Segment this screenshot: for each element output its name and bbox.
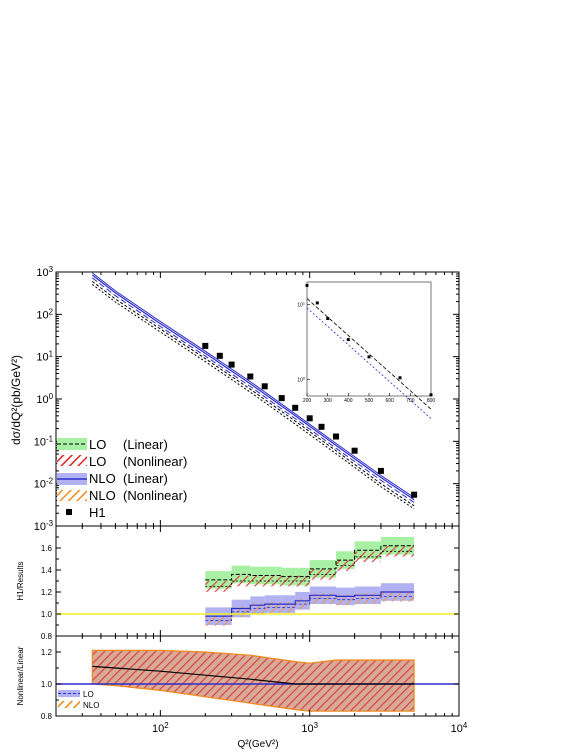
inset-h1-point-3 <box>346 338 350 342</box>
ratio-y-tick-label-3: 1.4 <box>41 566 53 575</box>
y-axis-label-main: dσ/dQ²(pb/GeV²) <box>9 355 23 445</box>
inset-x-tick-label-0: 200 <box>303 398 312 404</box>
nlo-linear-ratio-line <box>205 591 415 617</box>
h1-point-1 <box>216 352 223 359</box>
x-tick-label-0: 102 <box>152 721 169 735</box>
legend-note-lo-linear: (Linear) <box>123 437 168 452</box>
lo-nonlinear-ratio-line <box>205 550 415 587</box>
legend-label-h1: H1 <box>89 505 106 520</box>
nl-y-tick-label-0: 0.8 <box>41 712 53 721</box>
legend-swatch-nlo-nonlinear <box>57 490 87 501</box>
legend-swatch-nlo-linear <box>57 473 87 485</box>
lo-nonlinear-line <box>91 284 415 510</box>
nlo-nonlinear-band-1 <box>231 606 251 618</box>
nlo-nonlinear-band-2 <box>250 603 265 614</box>
legend-swatch-lo-bottom <box>58 690 80 697</box>
nonlinear-plot-frame <box>55 635 460 717</box>
h1-point-11 <box>377 467 384 474</box>
legend-label-lo-nonlinear: LO <box>89 454 106 469</box>
lo-nonlinear-band-5 <box>295 575 310 587</box>
inset-h1-point-2 <box>326 317 330 320</box>
main-y-tick-label-5: 102 <box>36 307 53 321</box>
ratio-y-tick-label-0: 0.8 <box>41 632 53 641</box>
inset-plot: 200 300 400 500 600 700 800 101 100 <box>297 281 436 419</box>
inset-y-tick-label-0: 101 <box>297 302 305 309</box>
h1-point-3 <box>247 373 254 380</box>
inset-y-tick-label-1: 100 <box>297 376 305 383</box>
legend-note-nlo-nonlinear: (Nonlinear) <box>123 488 187 503</box>
main-y-tick-label-1: 10-2 <box>34 477 53 491</box>
h1-point-10 <box>351 447 358 454</box>
ratio-y-tick-label-1: 1.0 <box>41 610 53 619</box>
nonlinear-legend: LO NLO <box>58 690 99 710</box>
nl-y-tick-label-1: 1.0 <box>41 680 53 689</box>
inset-x-tick-label-3: 500 <box>365 398 374 404</box>
main-y-tick-label-3: 100 <box>36 392 53 406</box>
ratio-y-tick-label-2: 1.2 <box>41 588 53 597</box>
inset-x-tick-label-5: 700 <box>406 398 415 404</box>
main-plot-data <box>91 272 418 510</box>
ratio-y-tick-label-4: 1.6 <box>41 544 53 553</box>
y-axis-label-ratio: H1/Results <box>16 561 25 600</box>
legend-swatch-lo-nonlinear <box>57 455 87 466</box>
legend-label-nlo-linear: NLO <box>89 471 116 486</box>
h1-point-6 <box>292 404 299 411</box>
legend-label-lo-bottom: LO <box>83 690 94 699</box>
lo-linear-band-6 <box>309 560 322 578</box>
h1-point-7 <box>306 415 313 422</box>
inset-x-tick-label-2: 400 <box>344 398 353 404</box>
inset-h1-point-5 <box>398 376 402 380</box>
main-y-tick-label-2: 10-1 <box>34 434 54 448</box>
nlo-linear-line <box>91 274 415 501</box>
legend-note-nlo-linear: (Linear) <box>123 471 168 486</box>
h1-point-12 <box>411 491 418 498</box>
x-tick-label-2: 104 <box>451 721 468 735</box>
inset-h1-point-1 <box>315 301 319 305</box>
legend-swatch-h1 <box>66 509 72 515</box>
legend-swatch-lo-linear <box>57 438 87 450</box>
lo-nonlinear-band-6 <box>309 569 322 580</box>
h1-point-5 <box>278 395 285 402</box>
inset-h1-point-4 <box>367 355 371 359</box>
legend-label-nlo-nonlinear: NLO <box>89 488 116 503</box>
lo-nonlinear-band-10 <box>380 546 414 557</box>
y-axis-label-nonlinear: Nonlinear/Linear <box>16 646 25 705</box>
nlo-nonlinear-band-8 <box>336 594 355 605</box>
nlo-nonlinear-band-0 <box>205 615 232 626</box>
inset-frame <box>306 281 432 397</box>
nl-central-line <box>92 665 415 685</box>
h1-point-9 <box>333 433 339 440</box>
nonlinear-plot-data <box>56 649 459 712</box>
x-axis-label: Q²(GeV²) <box>237 739 278 750</box>
inset-x-tick-label-6: 800 <box>427 398 436 404</box>
nlo-nonlinear-line <box>91 277 415 503</box>
lo-linear-line <box>91 281 415 507</box>
axes-ticks: 10-3 10-2 10-1 100 101 102 103 102 103 104 0.8 1.0 1… <box>34 265 468 735</box>
legend-note-lo-nonlinear: (Nonlinear) <box>123 454 187 469</box>
nlo-upper-line <box>91 272 415 498</box>
lo-linear-ratio-line <box>205 545 415 581</box>
x-tick-label-1: 103 <box>301 721 318 735</box>
inset-x-tick-label-4: 600 <box>385 398 394 404</box>
h1-point-8 <box>318 423 325 430</box>
ratio-plot-data <box>56 537 459 626</box>
inset-h1-point-0 <box>305 283 309 287</box>
h1-point-4 <box>261 383 268 390</box>
legend-label-lo-linear: LO <box>89 437 106 452</box>
main-y-tick-label-4: 101 <box>36 350 53 364</box>
lo-nonlinear-band-7 <box>321 569 336 580</box>
nlo-nonlinear-band-10 <box>380 591 414 602</box>
nlo-nonlinear-band-5 <box>295 598 310 610</box>
h1-point-0 <box>202 342 209 349</box>
h1-point-2 <box>228 361 235 368</box>
main-legend: LO (Linear) LO (Nonlinear) NLO (Linear) … <box>57 437 187 520</box>
legend-swatch-nlo-bottom <box>58 701 80 708</box>
inset-x-tick-label-1: 300 <box>323 398 332 404</box>
main-y-tick-label-6: 103 <box>36 265 53 279</box>
nl-y-tick-label-2: 1.2 <box>41 648 53 657</box>
nl-band-hatch <box>91 649 415 712</box>
legend-label-nlo-bottom: NLO <box>83 701 99 710</box>
main-y-tick-label-0: 10-3 <box>34 519 54 533</box>
